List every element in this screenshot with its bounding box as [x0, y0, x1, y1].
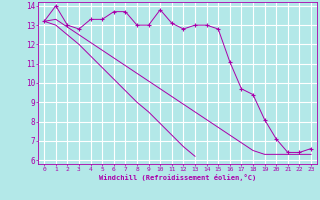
X-axis label: Windchill (Refroidissement éolien,°C): Windchill (Refroidissement éolien,°C): [99, 174, 256, 181]
